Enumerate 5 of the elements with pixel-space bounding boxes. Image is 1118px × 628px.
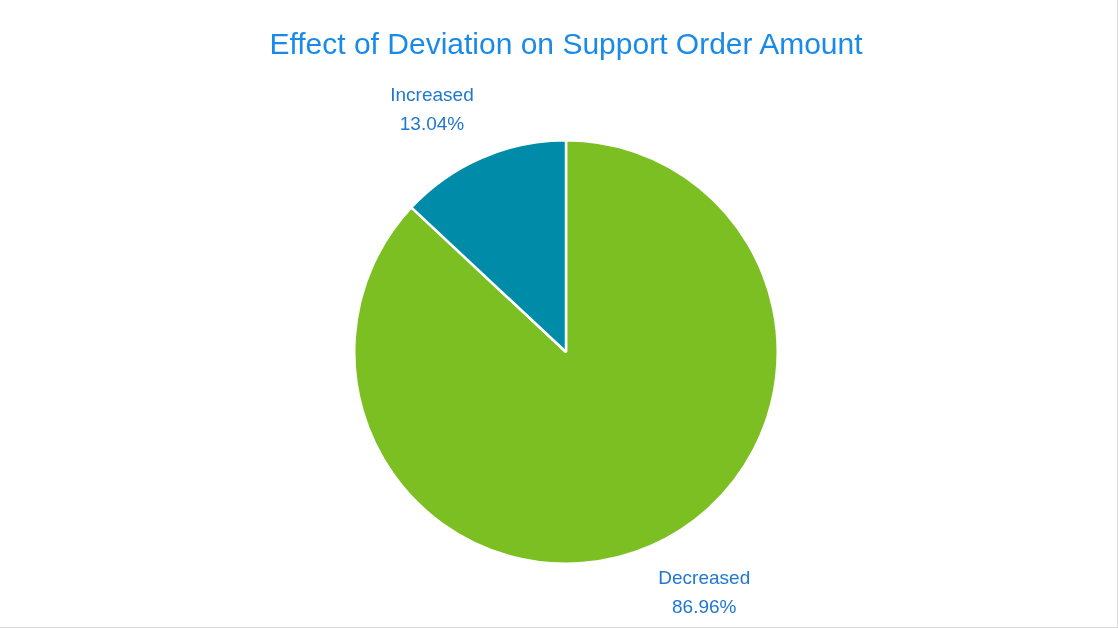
slice-label: Decreased [658, 567, 751, 589]
data-label: 13.04% [399, 113, 465, 135]
slice-label: Increased [390, 84, 474, 106]
chart-title: Effect of Deviation on Support Order Amount [269, 27, 864, 61]
data-label: 86.96% [672, 596, 737, 618]
